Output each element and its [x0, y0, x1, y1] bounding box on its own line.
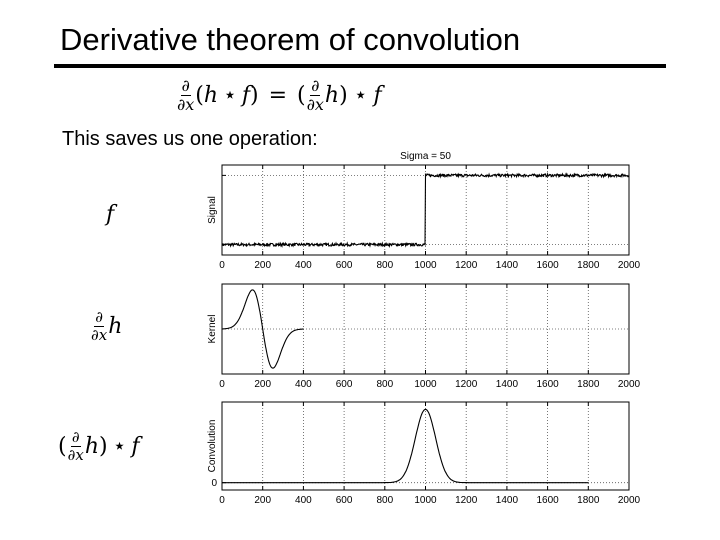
title-underline: [54, 64, 666, 68]
chart-title: Sigma = 50: [400, 151, 451, 162]
partial-numerator-rhs: ∂: [310, 76, 321, 96]
x-tick-label: 600: [336, 495, 353, 506]
intro-text: This saves us one operation:: [62, 128, 318, 150]
x-tick-label: 800: [376, 379, 393, 390]
x-tick-label: 600: [336, 379, 353, 390]
series-line: [222, 408, 589, 484]
partial-fraction-lhs: ∂ ∂x: [177, 78, 194, 113]
x-tick-label: 600: [336, 260, 353, 271]
partial-fraction-rhs: ∂ ∂x: [307, 78, 324, 113]
y-axis-label: Signal: [207, 196, 218, 224]
eq-rhs-f: f: [373, 83, 382, 108]
label-conv-f: f: [131, 434, 140, 459]
label-dh-fraction: ∂ ∂x: [91, 310, 107, 343]
eq-rhs-open-paren: (: [297, 83, 306, 108]
label-dh-denominator: ∂x: [91, 326, 108, 344]
label-conv-open-paren: (: [58, 434, 67, 459]
slide-title: Derivative theorem of convolution: [60, 22, 521, 57]
label-conv-h: h: [84, 434, 99, 459]
label-conv-numerator: ∂: [70, 428, 81, 447]
x-tick-label: 200: [254, 379, 271, 390]
x-tick-label: 1800: [577, 495, 600, 506]
label-conv-star: ⋆: [112, 434, 127, 459]
y-axis-label: Convolution: [207, 420, 218, 473]
x-tick-label: 1600: [536, 495, 559, 506]
x-tick-label: 400: [295, 495, 312, 506]
label-conv-close-paren: ): [98, 434, 108, 459]
x-tick-label: 1600: [536, 379, 559, 390]
label-conv-fraction: ∂ ∂x: [68, 430, 84, 463]
convolution-derivative-equation: ∂ ∂x ( h ⋆ f ) = ( ∂ ∂x h ) ⋆ f: [176, 78, 382, 113]
eq-lhs-close-paren: ): [250, 83, 259, 108]
x-tick-label: 0: [219, 495, 225, 506]
eq-lhs-open-paren: (: [195, 83, 204, 108]
x-tick-label: 800: [376, 260, 393, 271]
eq-equals: =: [268, 83, 288, 108]
label-kernel-derivative: ∂ ∂x h: [90, 310, 122, 343]
x-tick-label: 2000: [618, 379, 641, 390]
series-line: [221, 171, 630, 249]
eq-lhs-f: f: [241, 83, 250, 108]
label-dh-h: h: [108, 314, 123, 339]
partial-numerator: ∂: [180, 76, 191, 96]
x-tick-label: 1000: [414, 495, 437, 506]
x-tick-label: 400: [295, 260, 312, 271]
x-tick-label: 0: [219, 379, 225, 390]
x-tick-label: 200: [254, 495, 271, 506]
label-f-symbol: f: [106, 202, 115, 227]
x-tick-label: 1400: [496, 260, 519, 271]
y-axis-label: Kernel: [207, 315, 218, 344]
x-tick-label: 1200: [455, 379, 478, 390]
x-tick-label: 400: [295, 379, 312, 390]
eq-rhs-star: ⋆: [353, 83, 368, 108]
label-dh-numerator: ∂: [94, 308, 104, 327]
partial-denominator-rhs: ∂x: [306, 95, 324, 114]
plot-frame: [221, 401, 630, 491]
partial-denominator: ∂x: [177, 95, 195, 114]
x-tick-label: 800: [376, 495, 393, 506]
x-tick-label: 1200: [455, 260, 478, 271]
eq-rhs-h: h: [324, 83, 340, 108]
x-tick-label: 1200: [455, 495, 478, 506]
x-tick-label: 1600: [536, 260, 559, 271]
eq-lhs-h: h: [203, 83, 219, 108]
label-conv-denominator: ∂x: [67, 446, 84, 464]
x-tick-label: 0: [219, 260, 225, 271]
label-convolution: ( ∂ ∂x h ) ⋆ f: [58, 430, 140, 463]
x-tick-label: 200: [254, 260, 271, 271]
x-tick-label: 1400: [496, 495, 519, 506]
x-tick-label: 1800: [577, 260, 600, 271]
eq-rhs-close-paren: ): [339, 83, 348, 108]
x-tick-label: 1800: [577, 379, 600, 390]
label-signal-f: f: [106, 202, 114, 227]
x-tick-label: 2000: [618, 495, 641, 506]
x-tick-label: 2000: [618, 260, 641, 271]
x-tick-label: 1000: [414, 379, 437, 390]
series-line: [222, 289, 304, 369]
x-tick-label: 1400: [496, 379, 519, 390]
y-tick-label: 0: [211, 478, 217, 489]
eq-lhs-star: ⋆: [223, 83, 237, 108]
x-tick-label: 1000: [414, 260, 437, 271]
